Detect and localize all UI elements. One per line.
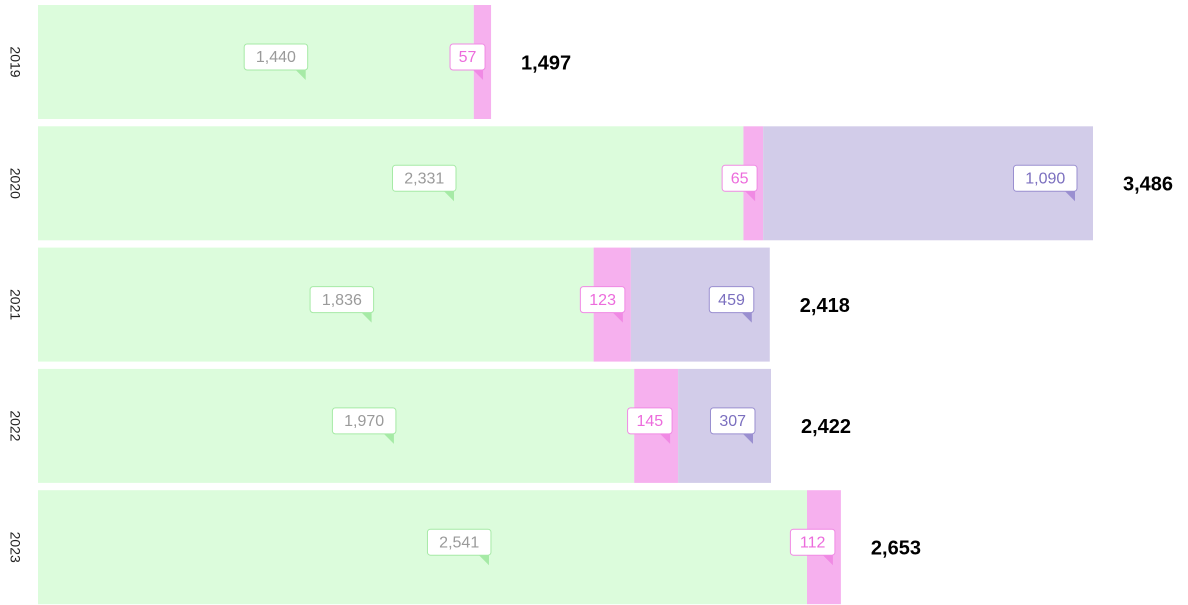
label-text: 1,090 <box>1025 171 1065 188</box>
bar-segment <box>38 490 808 605</box>
label-tail <box>745 191 756 202</box>
total-label: 3,486 <box>1123 174 1173 196</box>
label-text: 1,836 <box>322 292 362 309</box>
label-box <box>449 43 486 71</box>
value-label: 1,970 <box>331 407 397 444</box>
label-tail <box>443 191 454 202</box>
label-box <box>789 528 836 556</box>
label-box <box>309 286 375 314</box>
category-label: 2020 <box>7 168 23 199</box>
total-label: 2,653 <box>871 537 921 559</box>
category-label: 2023 <box>7 532 23 563</box>
label-tail <box>383 433 394 444</box>
label-text: 1,440 <box>256 49 296 66</box>
label-text: 145 <box>636 413 663 430</box>
label-box <box>243 43 309 71</box>
label-tail <box>742 433 753 444</box>
value-label: 2,541 <box>426 528 492 566</box>
label-tail <box>1065 191 1075 202</box>
label-box <box>426 528 492 556</box>
label-tail <box>660 433 671 444</box>
label-text: 2,541 <box>439 534 479 551</box>
label-box <box>709 407 756 435</box>
label-box <box>1013 164 1078 192</box>
category-label: 2022 <box>7 410 23 441</box>
label-text: 459 <box>718 292 745 309</box>
label-tail <box>473 70 484 80</box>
label-tail <box>478 555 489 566</box>
label-tail <box>361 312 372 323</box>
label-text: 307 <box>719 413 746 430</box>
value-label: 1,440 <box>243 43 309 80</box>
label-tail <box>822 555 833 566</box>
value-label: 459 <box>708 286 755 323</box>
total-label: 1,497 <box>521 52 571 74</box>
label-box <box>627 407 673 435</box>
value-label: 307 <box>709 407 756 444</box>
label-tail <box>741 312 752 323</box>
label-box <box>391 164 457 192</box>
label-box <box>331 407 397 435</box>
value-label: 65 <box>721 164 758 202</box>
value-label: 57 <box>449 43 486 80</box>
category-label: 2019 <box>7 46 23 77</box>
label-box <box>579 286 626 314</box>
label-box <box>708 286 755 314</box>
label-text: 112 <box>800 534 826 551</box>
label-text: 123 <box>589 292 616 309</box>
value-label: 2,331 <box>391 164 457 202</box>
value-label: 112 <box>789 528 836 566</box>
label-text: 1,970 <box>344 413 384 430</box>
category-label: 2021 <box>7 289 23 320</box>
bar-segment <box>38 126 744 241</box>
value-label: 123 <box>579 286 626 323</box>
total-label: 2,422 <box>801 416 851 438</box>
value-label: 1,090 <box>1013 164 1078 202</box>
value-label: 145 <box>627 407 673 444</box>
total-label: 2,418 <box>800 295 850 317</box>
label-text: 65 <box>731 171 749 188</box>
value-label: 1,836 <box>309 286 375 323</box>
label-text: 2,331 <box>404 171 444 188</box>
label-tail <box>295 70 306 80</box>
label-box <box>721 164 758 192</box>
label-tail <box>612 312 623 323</box>
label-text: 57 <box>459 49 477 66</box>
